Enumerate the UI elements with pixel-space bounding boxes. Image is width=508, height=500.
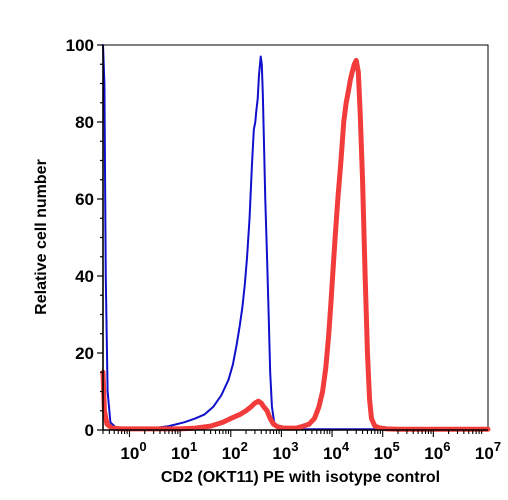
y-tick-label: 40 [75,267,94,286]
x-tick-base: 10 [272,444,291,463]
x-tick-label: 101 [171,439,197,463]
y-tick-label: 0 [85,421,94,440]
y-tick-label: 60 [75,190,94,209]
y-tick-label: 80 [75,113,94,132]
x-tick-label: 104 [323,439,350,463]
series-line-2 [100,57,491,432]
x-tick-label: 103 [272,439,298,463]
x-tick-label: 107 [475,439,501,463]
x-tick-exponent: 3 [291,439,298,454]
y-axis-title: Relative cell number [33,159,50,315]
x-tick-label: 100 [120,439,146,463]
x-axis-title: CD2 (OKT11) PE with isotype control [161,469,440,486]
x-tick-label: 102 [222,439,248,463]
y-tick-label: 100 [66,36,94,55]
x-tick-exponent: 0 [139,439,146,454]
x-tick-exponent: 6 [443,439,450,454]
x-tick-base: 10 [323,444,342,463]
x-tick-exponent: 7 [494,439,501,454]
series-layer [100,44,491,432]
x-tick-base: 10 [120,444,139,463]
y-axis-ticks: 0 20 40 60 80 100 [66,36,103,440]
x-tick-base: 10 [171,444,190,463]
x-tick-base: 10 [374,444,393,463]
x-tick-base: 10 [222,444,241,463]
x-tick-exponent: 2 [241,439,248,454]
x-tick-exponent: 1 [190,439,197,454]
x-axis-ticks: 100 101 102 103 104 105 106 107 [102,430,501,463]
x-tick-base: 10 [424,444,443,463]
x-tick-label: 106 [424,439,450,463]
x-tick-exponent: 5 [393,439,400,454]
x-tick-base: 10 [475,444,494,463]
x-tick-exponent: 4 [342,439,350,454]
x-tick-label: 105 [374,439,400,463]
y-tick-label: 20 [75,344,94,363]
